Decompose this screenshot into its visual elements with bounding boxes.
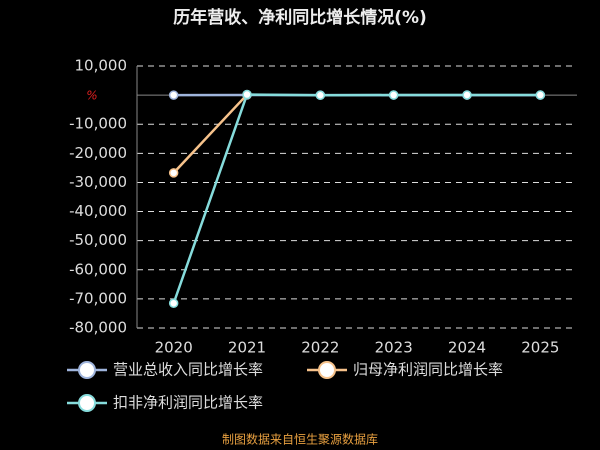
legend-label: 扣非净利润同比增长率 <box>113 394 263 412</box>
y-tick-label: -80,000 <box>69 319 127 337</box>
chart-title: 历年营收、净利同比增长情况(%) <box>173 7 427 28</box>
x-tick-label: 2023 <box>375 339 413 357</box>
x-tick-label: 2022 <box>301 339 339 357</box>
y-tick-label: -40,000 <box>69 202 127 220</box>
x-tick-label: 2021 <box>228 339 266 357</box>
source-note: 制图数据来自恒生聚源数据库 <box>222 432 378 447</box>
y-tick-label: -30,000 <box>69 173 127 191</box>
legend-marker <box>78 361 96 379</box>
data-point <box>168 168 179 178</box>
legend-label: 营业总收入同比增长率 <box>113 361 263 379</box>
data-point <box>168 90 179 100</box>
y-tick-label: -50,000 <box>69 231 127 249</box>
data-point <box>315 90 326 101</box>
x-tick-label: 2020 <box>155 339 193 357</box>
data-point <box>535 90 546 100</box>
series-line <box>172 93 541 304</box>
legend-marker <box>78 394 96 412</box>
y-unit: % <box>86 89 97 103</box>
data-point <box>168 298 179 309</box>
data-point <box>462 90 472 100</box>
series-line <box>172 93 248 174</box>
x-tick-label: 2024 <box>448 339 486 357</box>
data-point <box>242 89 252 100</box>
legend-label: 归母净利润同比增长率 <box>353 361 503 379</box>
data-point <box>388 90 399 100</box>
y-tick-label: -70,000 <box>69 289 127 307</box>
y-tick-label: -10,000 <box>69 115 127 133</box>
y-tick-label: -60,000 <box>69 260 127 278</box>
y-tick-label: -20,000 <box>69 144 127 162</box>
legend-marker <box>318 361 336 379</box>
x-tick-label: 2025 <box>521 339 559 357</box>
y-tick-label: 10,000 <box>75 57 128 75</box>
